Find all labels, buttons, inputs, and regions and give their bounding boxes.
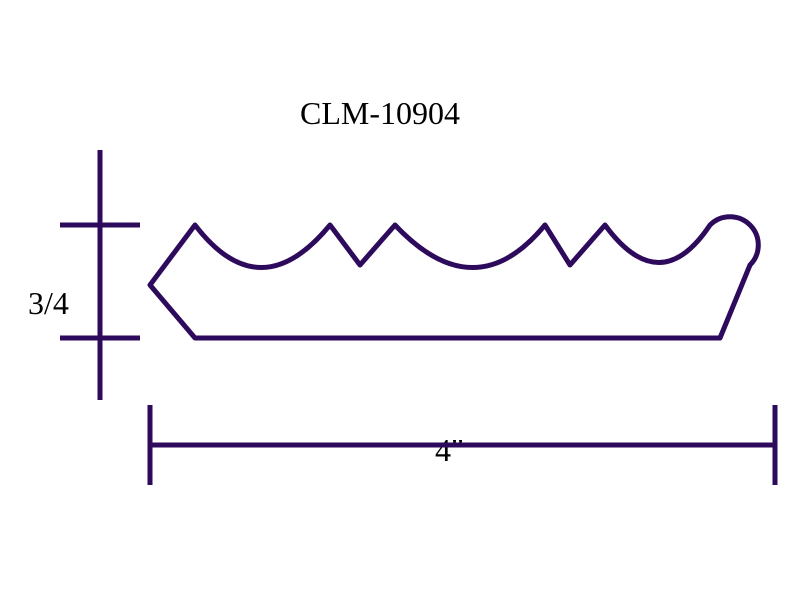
height-dimension-lines — [60, 150, 140, 400]
molding-profile — [150, 217, 758, 338]
profile-diagram — [0, 0, 800, 600]
width-dimension-lines — [150, 405, 775, 485]
